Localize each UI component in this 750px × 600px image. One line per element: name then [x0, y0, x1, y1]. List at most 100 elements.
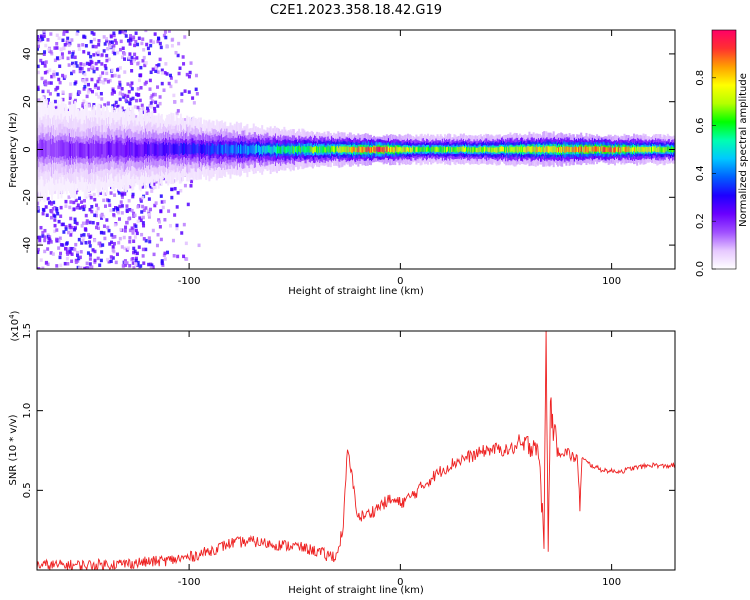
- heatmap-speckle: [38, 238, 42, 243]
- heatmap-speckle: [123, 57, 127, 61]
- heatmap-speckle: [65, 30, 69, 34]
- heatmap-ridge-cell: [337, 145, 340, 152]
- heatmap-ridge-cell: [584, 146, 587, 153]
- heatmap-ridge-cell: [113, 143, 116, 158]
- heatmap-ridge-cell: [560, 146, 563, 153]
- heatmap-ridge-cell: [112, 140, 115, 157]
- heatmap-speckle: [62, 30, 66, 34]
- heatmap-ridge-cell: [252, 144, 255, 154]
- heatmap-ridge-cell: [93, 139, 96, 156]
- heatmap-speckle: [112, 208, 116, 212]
- heatmap-ridge-cell: [436, 146, 439, 152]
- heatmap-speckle: [91, 248, 95, 252]
- heatmap-ridge-cell: [280, 146, 283, 154]
- heatmap-speckle: [124, 30, 128, 33]
- heatmap-speckle: [144, 247, 148, 252]
- heatmap-speckle: [73, 226, 77, 230]
- heatmap-speckle: [97, 241, 101, 246]
- heatmap-ridge-cell: [120, 140, 123, 156]
- heatmap-ridge-cell: [356, 147, 359, 153]
- heatmap-ridge-cell: [404, 146, 407, 153]
- heatmap-ridge-cell: [527, 145, 530, 152]
- heatmap-speckle: [153, 109, 157, 113]
- heatmap-speckle: [73, 217, 77, 222]
- heatmap-ridge-cell: [134, 142, 137, 158]
- heatmap-speckle: [53, 190, 57, 194]
- heatmap-ridge-cell: [540, 147, 543, 153]
- heatmap-speckle: [57, 36, 61, 40]
- heatmap-ridge-cell: [73, 143, 76, 159]
- heatmap-ridge-cell: [424, 147, 427, 153]
- heatmap-speckle: [143, 63, 147, 68]
- heatmap-ridge-cell: [564, 146, 567, 153]
- heatmap-speckle: [90, 30, 94, 35]
- heatmap-speckle: [93, 249, 97, 254]
- heatmap-ridge-cell: [406, 146, 409, 152]
- heatmap-speckle: [39, 258, 43, 262]
- heatmap-speckle: [150, 105, 154, 109]
- heatmap-speckle: [53, 223, 57, 228]
- heatmap-speckle: [142, 48, 146, 52]
- heatmap-ridge-cell: [377, 146, 380, 153]
- spectrogram-y-ticks: -40 -20 0 20 40: [22, 48, 675, 253]
- heatmap-speckle: [87, 103, 91, 108]
- heatmap-speckle: [62, 32, 66, 36]
- heatmap-speckle: [181, 55, 185, 59]
- heatmap-speckle: [162, 199, 166, 204]
- heatmap-speckle: [82, 70, 86, 75]
- heatmap-ridge-cell: [492, 146, 495, 152]
- heatmap-speckle: [86, 233, 90, 237]
- heatmap-speckle: [87, 82, 91, 87]
- heatmap-ridge-cell: [534, 147, 537, 154]
- heatmap-speckle: [99, 74, 103, 79]
- heatmap-speckle: [37, 247, 40, 252]
- heatmap-ridge-cell: [195, 145, 198, 155]
- heatmap-ridge-cell: [395, 146, 398, 152]
- heatmap-ridge-cell: [109, 141, 112, 158]
- heatmap-ridge-cell: [446, 147, 449, 153]
- heatmap-speckle: [64, 204, 68, 208]
- heatmap-speckle: [101, 71, 105, 75]
- heatmap-ridge-cell: [580, 146, 583, 152]
- heatmap-speckle: [88, 220, 92, 225]
- heatmap-ridge-cell: [304, 146, 307, 154]
- heatmap-ridge-cell: [476, 147, 479, 153]
- heatmap-ridge-cell: [658, 146, 661, 153]
- heatmap-ridge-cell: [438, 147, 441, 153]
- heatmap-speckle: [97, 59, 101, 64]
- heatmap-speckle: [44, 60, 48, 64]
- heatmap-ridge-cell: [317, 146, 320, 154]
- heatmap-speckle: [47, 201, 51, 205]
- heatmap-ridge-cell: [633, 146, 636, 152]
- heatmap-ridge-cell: [630, 147, 633, 152]
- heatmap-speckle: [170, 195, 174, 200]
- heatmap-ridge-cell: [240, 144, 243, 154]
- heatmap-ridge-cell: [236, 146, 239, 155]
- heatmap-speckle: [97, 50, 101, 54]
- heatmap-ridge-cell: [558, 146, 561, 152]
- heatmap-ridge-cell: [500, 146, 503, 152]
- y-tick-label: 1.5: [22, 323, 33, 339]
- heatmap-speckle: [68, 223, 72, 228]
- heatmap-ridge-cell: [54, 142, 57, 158]
- heatmap-speckle: [135, 98, 139, 103]
- heatmap-ridge-cell: [342, 146, 345, 152]
- heatmap-ridge-cell: [437, 147, 440, 153]
- heatmap-speckle: [176, 109, 180, 113]
- heatmap-speckle: [169, 76, 173, 80]
- heatmap-ridge-cell: [235, 143, 238, 154]
- heatmap-speckle: [130, 61, 134, 66]
- heatmap-speckle: [142, 208, 146, 213]
- heatmap-ridge-cell: [400, 147, 403, 153]
- heatmap-ridge-cell: [335, 147, 338, 153]
- heatmap-speckle: [55, 237, 59, 242]
- heatmap-ridge-cell: [367, 146, 370, 152]
- heatmap-speckle: [121, 46, 125, 51]
- heatmap-speckle: [183, 118, 187, 122]
- heatmap-speckle: [154, 69, 158, 73]
- heatmap-speckle: [62, 230, 66, 234]
- heatmap-speckle: [55, 56, 59, 60]
- heatmap-ridge-cell: [506, 146, 509, 152]
- heatmap-ridge-cell: [38, 143, 41, 159]
- heatmap-speckle: [182, 222, 186, 227]
